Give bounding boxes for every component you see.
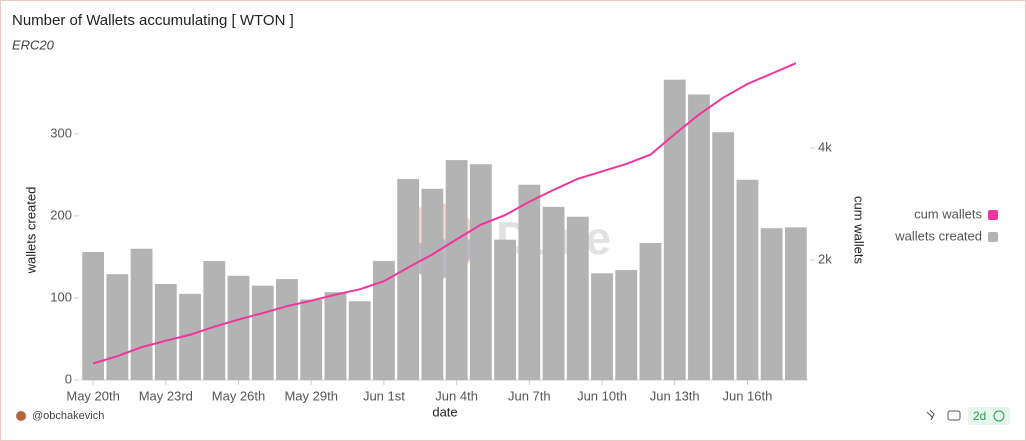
icon-refresh[interactable] xyxy=(926,409,935,421)
bar xyxy=(227,275,250,380)
legend-swatch xyxy=(988,232,998,242)
bar xyxy=(276,279,298,380)
bar xyxy=(348,301,371,380)
line xyxy=(92,62,797,365)
bar xyxy=(663,79,686,380)
chart-title: Number of Wallets accumulating [ WTON ] xyxy=(12,12,294,29)
x-tick-label: May 26th xyxy=(212,388,265,403)
legend-swatch xyxy=(988,210,998,220)
y-tick-label: 300 xyxy=(50,125,72,140)
bar xyxy=(591,273,613,380)
x-axis-label: date xyxy=(432,404,457,419)
bar xyxy=(469,164,492,380)
bar xyxy=(154,284,177,380)
bar xyxy=(688,94,710,380)
x-tick-label: Jun 1st xyxy=(363,388,405,403)
bar xyxy=(566,216,589,380)
bar xyxy=(251,285,274,380)
bar xyxy=(373,261,395,380)
refresh-label: 2d xyxy=(973,409,986,423)
bar xyxy=(82,252,105,380)
x-tick-label: Jun 13th xyxy=(650,388,700,403)
x-tick-label: May 23rd xyxy=(139,388,193,403)
bar xyxy=(494,239,516,380)
bar xyxy=(324,292,347,380)
bar xyxy=(760,228,783,380)
refresh-check xyxy=(993,410,1005,422)
y-tick-label: 0 xyxy=(65,371,72,386)
author[interactable]: @obchakevich xyxy=(32,410,104,422)
bar xyxy=(736,179,759,380)
bar xyxy=(130,248,153,380)
x-tick-label: May 20th xyxy=(66,388,119,403)
bar xyxy=(542,206,565,380)
bar xyxy=(106,274,129,380)
y2-tick-label: 4k xyxy=(818,139,832,154)
bar xyxy=(421,188,444,380)
bar xyxy=(445,160,468,380)
y-tick-label: 100 xyxy=(50,289,72,304)
author-avatar xyxy=(16,411,26,421)
x-tick-label: Jun 10th xyxy=(577,388,627,403)
bar xyxy=(203,261,226,380)
y-tick-label: 200 xyxy=(50,207,72,222)
legend-label: cum wallets xyxy=(914,206,982,221)
bar xyxy=(300,299,323,380)
bar xyxy=(518,184,541,380)
y2-tick-label: 2k xyxy=(818,252,832,267)
chart-subtitle: ERC20 xyxy=(12,37,55,52)
bar xyxy=(712,132,735,380)
x-tick-label: Jun 7th xyxy=(508,388,551,403)
y2-axis-label: cum wallets xyxy=(852,196,867,264)
bar xyxy=(179,293,201,380)
bar xyxy=(615,270,638,380)
bar xyxy=(784,227,807,380)
x-tick-label: Jun 4th xyxy=(435,388,478,403)
y-axis-label: wallets created xyxy=(23,187,38,275)
x-tick-label: May 29th xyxy=(284,388,337,403)
bar xyxy=(397,178,420,380)
bar xyxy=(639,242,662,380)
icon-camera[interactable] xyxy=(947,410,961,421)
legend-label: wallets created xyxy=(894,228,982,243)
x-tick-label: Jun 16th xyxy=(722,388,772,403)
